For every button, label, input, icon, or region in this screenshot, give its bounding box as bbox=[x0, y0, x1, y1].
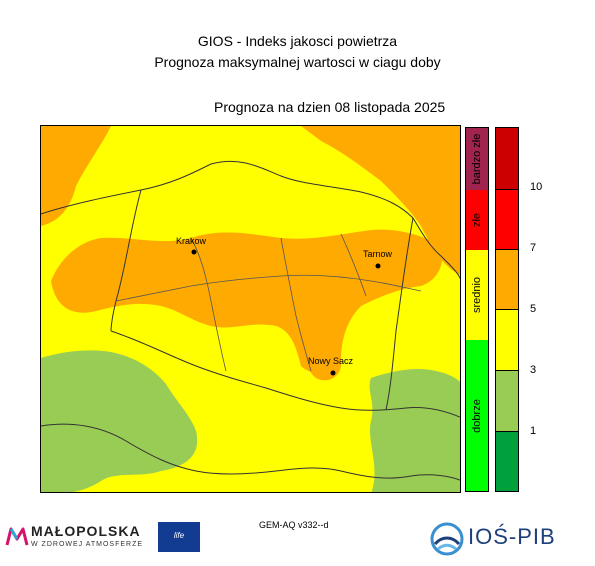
boundary-west bbox=[110, 189, 142, 332]
scale-tick-3: 3 bbox=[530, 364, 537, 376]
ios-emblem-icon bbox=[430, 522, 464, 556]
eu-life-logo: life bbox=[158, 522, 200, 552]
category-bad: złe bbox=[466, 190, 488, 250]
ios-pib-name: IOŚ-PIB bbox=[468, 524, 556, 549]
malopolska-logo: MAŁOPOLSKA W ZDROWEJ ATMOSFERZE bbox=[3, 521, 151, 561]
zone-green-southwest bbox=[41, 350, 198, 492]
malopolska-slogan: W ZDROWEJ ATMOSFERZE bbox=[31, 541, 144, 548]
city-marker-krakow bbox=[191, 249, 197, 255]
boundary-county-2 bbox=[280, 237, 312, 372]
map-subtitle: Prognoza maksymalnej wartosci w ciagu do… bbox=[154, 54, 441, 70]
city-label-krakow: Krakow bbox=[176, 236, 207, 246]
boundary-south bbox=[110, 330, 460, 418]
malopolska-emblem-icon bbox=[5, 527, 29, 546]
city-marker-nowy-sacz bbox=[330, 370, 336, 376]
scale-tick-7: 7 bbox=[530, 242, 537, 254]
category-label-moderate: srednio bbox=[471, 276, 483, 314]
scale-tick-10: 10 bbox=[530, 181, 543, 193]
scale-band-6 bbox=[496, 432, 518, 491]
category-label-bad: złe bbox=[471, 212, 483, 228]
life-label: life bbox=[173, 531, 185, 540]
ios-pib-logo: IOŚ-PIB bbox=[428, 520, 568, 560]
zone-orange-central bbox=[51, 229, 443, 373]
city-marker-tarnow bbox=[375, 263, 381, 269]
map-canvas bbox=[41, 126, 460, 492]
scale-band-5 bbox=[496, 371, 518, 432]
boundary-county-4 bbox=[115, 274, 422, 302]
category-moderate: srednio bbox=[466, 250, 488, 340]
scale-tick-5: 5 bbox=[530, 303, 537, 315]
zone-orange-northeast bbox=[301, 126, 460, 275]
category-very-bad: bardzo złe bbox=[466, 128, 488, 190]
category-legend: bardzo złe złe srednio dobrze bbox=[465, 127, 489, 492]
boundary-east bbox=[385, 217, 414, 411]
category-label-good: dobrze bbox=[471, 398, 483, 433]
city-label-nowy-sacz: Nowy Sacz bbox=[308, 356, 354, 366]
malopolska-name: MAŁOPOLSKA bbox=[31, 523, 141, 539]
category-label-very-bad: bardzo złe bbox=[471, 133, 483, 185]
map-title: GIOS - Indeks jakosci powietrza bbox=[197, 33, 398, 49]
zone-green-southeast bbox=[369, 369, 460, 492]
scale-band-3 bbox=[496, 250, 518, 310]
scale-tick-1: 1 bbox=[530, 425, 537, 437]
scale-band-1 bbox=[496, 128, 518, 190]
city-label-tarnow: Tarnow bbox=[363, 249, 393, 259]
scale-band-2 bbox=[496, 190, 518, 250]
forecast-map: Krakow Tarnow Nowy Sacz bbox=[40, 125, 461, 493]
forecast-date: Prognoza na dzien 08 listopada 2025 bbox=[214, 99, 446, 115]
category-good: dobrze bbox=[466, 340, 488, 491]
scale-band-4 bbox=[496, 310, 518, 371]
model-version: GEM-AQ v332--d bbox=[259, 520, 329, 530]
boundary-county-3 bbox=[340, 233, 367, 297]
boundary-county-1 bbox=[190, 237, 227, 372]
boundary-border-south bbox=[41, 423, 460, 481]
zone-orange-northwest bbox=[41, 126, 111, 226]
color-scale bbox=[495, 127, 519, 492]
